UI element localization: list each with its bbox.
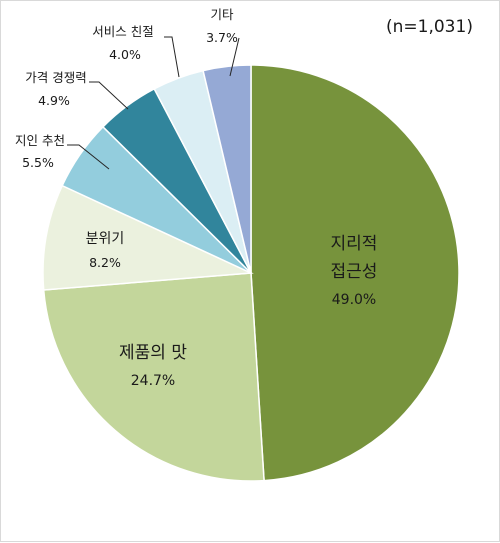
slice-value-atmosphere: 8.2% <box>89 255 121 270</box>
slice-label-service: 서비스 친절 <box>92 24 153 39</box>
slice-label-geographic-access-line1: 지리적 <box>331 234 378 254</box>
leader-service <box>164 36 180 78</box>
leader-lines <box>67 36 240 170</box>
slice-label-geographic-access-line2: 접근성 <box>331 262 378 282</box>
sample-size-annotation: (n=1,031) <box>386 17 473 37</box>
pie-slice-taste <box>42 272 265 482</box>
slice-label-referral: 지인 추천 <box>15 133 65 148</box>
slice-label-taste: 제품의 맛 <box>119 343 187 363</box>
leader-price <box>89 81 129 110</box>
leader-referral <box>67 144 110 170</box>
slice-label-other: 기타 <box>210 7 234 22</box>
slice-value-service: 4.0% <box>109 47 141 62</box>
slice-value-price: 4.9% <box>38 93 70 108</box>
slice-value-geographic-access: 49.0% <box>332 292 376 308</box>
leader-other <box>229 37 240 77</box>
slice-label-atmosphere: 분위기 <box>86 231 125 247</box>
slice-value-other: 3.7% <box>206 30 238 45</box>
pie-slices <box>42 64 460 482</box>
pie-slice-geographic-access <box>250 64 460 482</box>
slice-value-referral: 5.5% <box>22 155 54 170</box>
slice-value-taste: 24.7% <box>131 373 175 389</box>
pie-slice-other <box>202 64 252 274</box>
pie-slice-atmosphere <box>42 184 254 291</box>
slice-label-price: 가격 경쟁력 <box>25 70 86 85</box>
